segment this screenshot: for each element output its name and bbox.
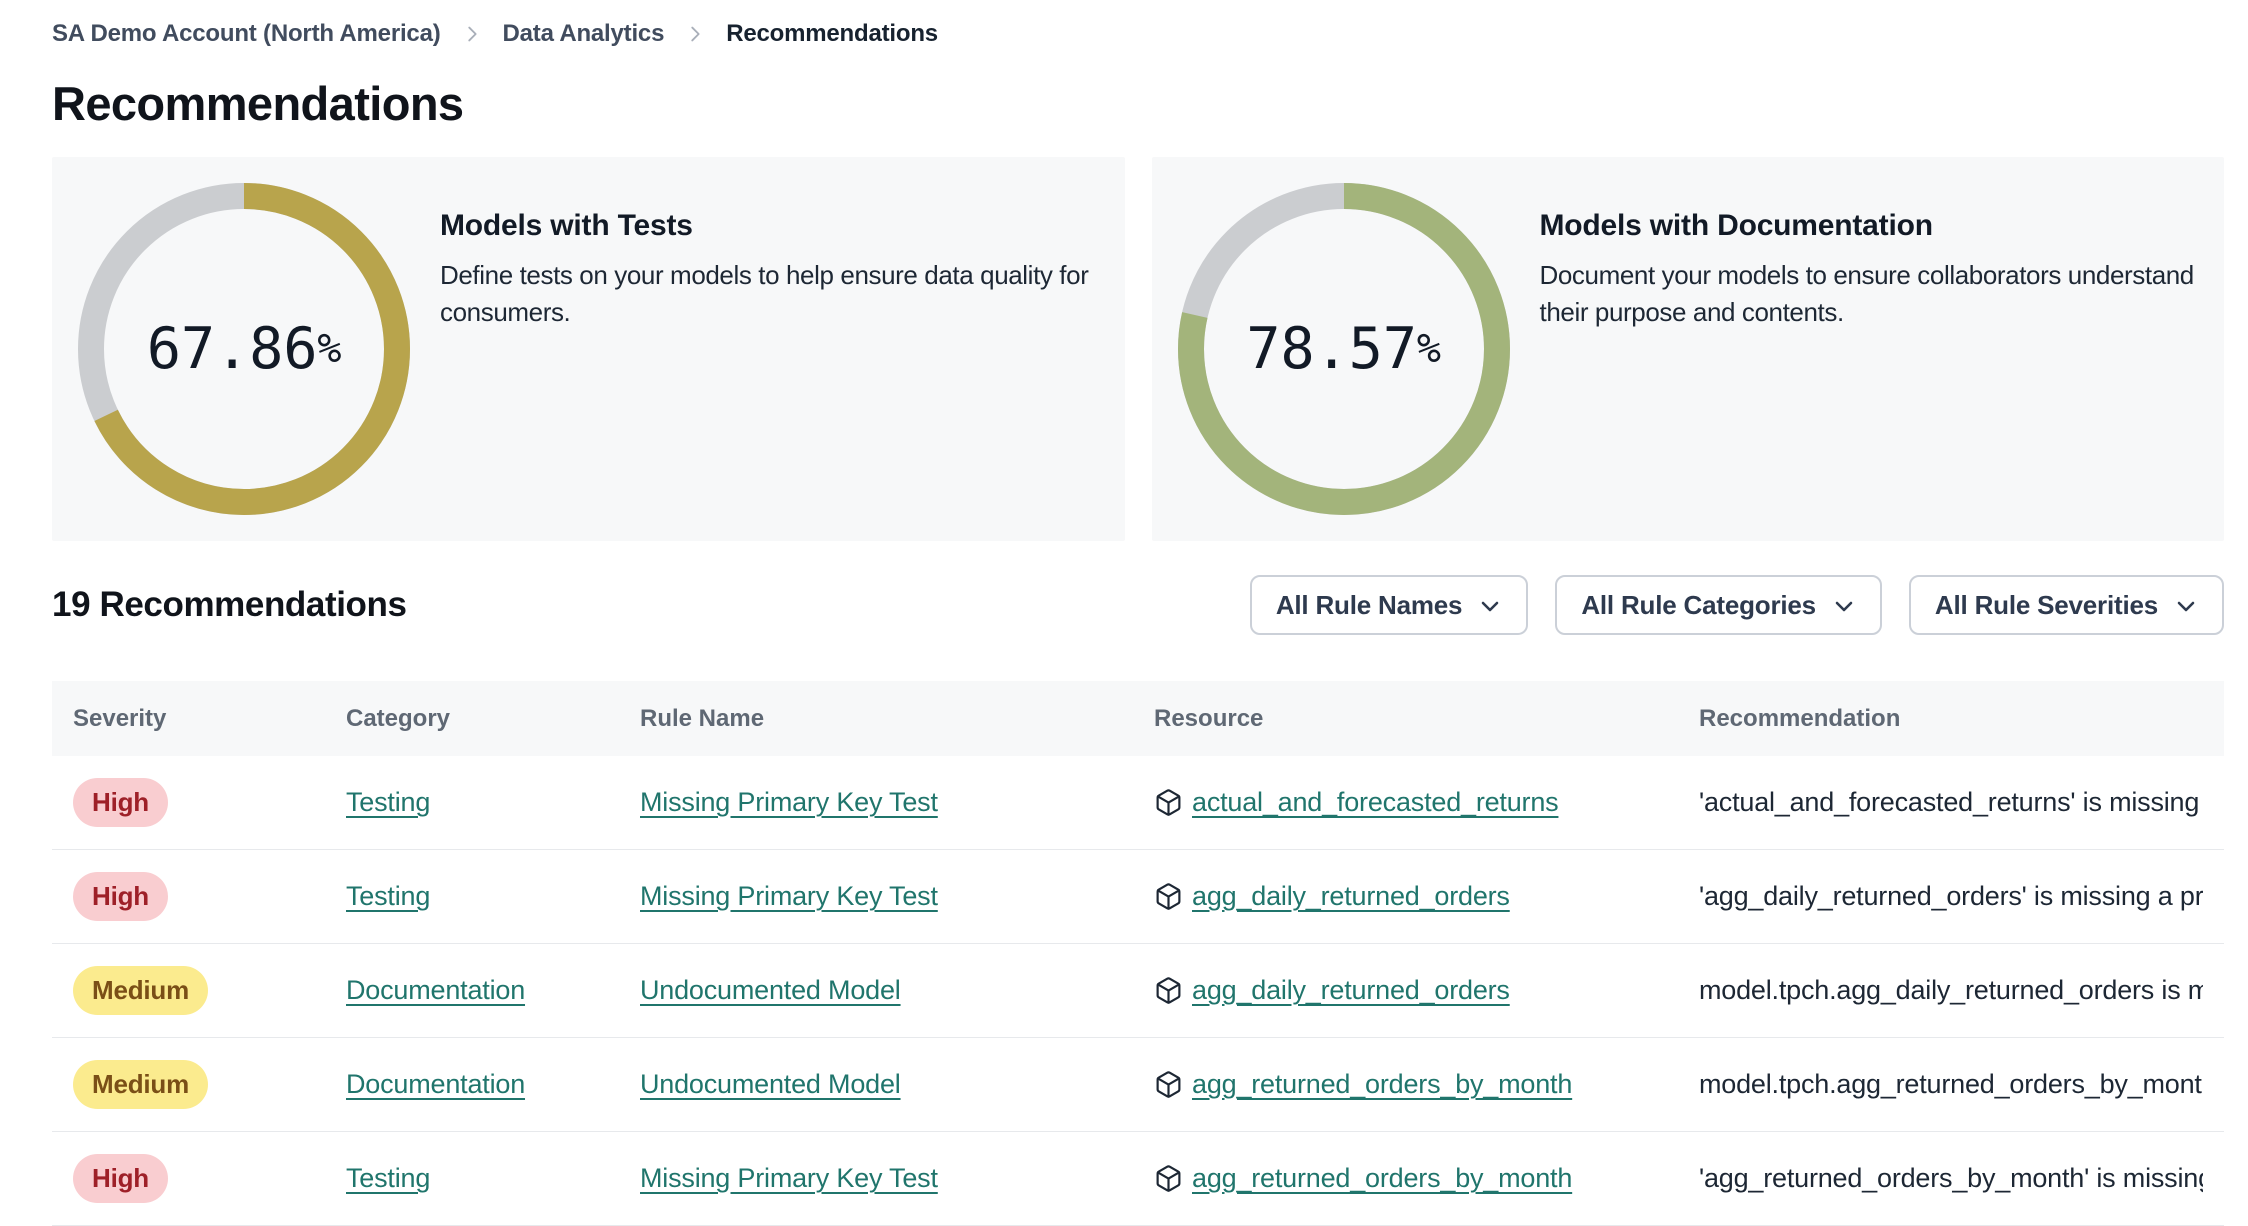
breadcrumb-account[interactable]: SA Demo Account (North America) bbox=[52, 20, 441, 47]
filter-dropdown-button[interactable]: All Rule Categories bbox=[1555, 575, 1882, 635]
severity-badge: High bbox=[73, 778, 168, 827]
breadcrumb-project[interactable]: Data Analytics bbox=[502, 20, 665, 47]
card-title: Models with Tests bbox=[440, 209, 693, 242]
resource-link[interactable]: agg_daily_returned_orders bbox=[1192, 881, 1510, 911]
table-row: Medium Documentation Undocumented Model … bbox=[52, 944, 2224, 1038]
stat-cards: 67.86% Models with Tests Define tests on… bbox=[52, 157, 2224, 541]
recommendations-count-title: 19 Recommendations bbox=[52, 585, 407, 624]
list-header: 19 Recommendations All Rule Names All Ru… bbox=[52, 575, 2224, 635]
documentation-percentage: 78.57% bbox=[1246, 315, 1441, 382]
card-description: Document your models to ensure collabora… bbox=[1539, 260, 2195, 327]
filter-bar: All Rule Names All Rule Categories All R… bbox=[1249, 575, 2224, 635]
filter-dropdown-button[interactable]: All Rule Names bbox=[1249, 575, 1529, 635]
category-link[interactable]: Documentation bbox=[346, 1069, 526, 1099]
category-link[interactable]: Documentation bbox=[346, 975, 526, 1005]
page-container: SA Demo Account (North America) Data Ana… bbox=[52, 0, 2224, 1226]
breadcrumb-current-page: Recommendations bbox=[726, 20, 938, 47]
chevron-right-icon bbox=[461, 23, 483, 45]
models-with-documentation-card: 78.57% Models with Documentation Documen… bbox=[1151, 157, 2224, 541]
models-with-tests-card: 67.86% Models with Tests Define tests on… bbox=[52, 157, 1125, 541]
rule-name-link[interactable]: Missing Primary Key Test bbox=[640, 881, 938, 911]
card-description: Define tests on your models to help ensu… bbox=[440, 260, 1089, 327]
chevron-right-icon bbox=[684, 23, 706, 45]
column-header-rule-name: Rule Name bbox=[640, 704, 765, 732]
rule-name-link[interactable]: Undocumented Model bbox=[640, 975, 901, 1005]
tests-percentage: 67.86% bbox=[146, 315, 342, 382]
model-cube-icon bbox=[1154, 1070, 1183, 1099]
chevron-down-icon bbox=[2174, 594, 2198, 618]
rule-name-link[interactable]: Missing Primary Key Test bbox=[640, 787, 938, 817]
tests-donut-chart: 67.86% bbox=[78, 183, 410, 515]
recommendation-text: 'agg_daily_returned_orders' is missing a… bbox=[1699, 881, 2203, 911]
resource-link[interactable]: agg_returned_orders_by_month bbox=[1192, 1163, 1573, 1193]
table-row: Medium Documentation Undocumented Model … bbox=[52, 1038, 2224, 1132]
severity-badge: Medium bbox=[73, 1060, 209, 1109]
resource-link[interactable]: actual_and_forecasted_returns bbox=[1192, 787, 1559, 817]
severity-badge: High bbox=[73, 872, 168, 921]
resource-link[interactable]: agg_daily_returned_orders bbox=[1192, 975, 1510, 1005]
model-cube-icon bbox=[1154, 1164, 1183, 1193]
table-body: High Testing Missing Primary Key Test ac… bbox=[52, 756, 2224, 1226]
filter-dropdown-button[interactable]: All Rule Severities bbox=[1908, 575, 2224, 635]
model-cube-icon bbox=[1154, 788, 1183, 817]
model-cube-icon bbox=[1154, 882, 1183, 911]
recommendation-text: 'actual_and_forecasted_returns' is missi… bbox=[1699, 787, 2203, 817]
table-row: High Testing Missing Primary Key Test ag… bbox=[52, 1132, 2224, 1226]
recommendation-text: model.tpch.agg_daily_returned_orders is … bbox=[1699, 975, 2203, 1005]
category-link[interactable]: Testing bbox=[346, 787, 431, 817]
column-header-category: Category bbox=[346, 704, 451, 732]
model-cube-icon bbox=[1154, 976, 1183, 1005]
table-row: High Testing Missing Primary Key Test ag… bbox=[52, 850, 2224, 944]
chevron-down-icon bbox=[1478, 594, 1502, 618]
severity-badge: High bbox=[73, 1154, 168, 1203]
table-header-row: Severity Category Rule Name Resource Rec… bbox=[52, 681, 2224, 756]
column-header-recommendation: Recommendation bbox=[1699, 704, 1901, 732]
column-header-severity: Severity bbox=[73, 704, 167, 732]
page-title: Recommendations bbox=[52, 77, 464, 130]
table-row: High Testing Missing Primary Key Test ac… bbox=[52, 756, 2224, 850]
category-link[interactable]: Testing bbox=[346, 1163, 431, 1193]
column-header-resource: Resource bbox=[1154, 704, 1264, 732]
recommendations-table: Severity Category Rule Name Resource Rec… bbox=[52, 681, 2224, 1226]
chevron-down-icon bbox=[1832, 594, 1856, 618]
resource-link[interactable]: agg_returned_orders_by_month bbox=[1192, 1069, 1573, 1099]
card-title: Models with Documentation bbox=[1539, 209, 1934, 242]
recommendation-text: 'agg_returned_orders_by_month' is missin… bbox=[1699, 1163, 2203, 1193]
rule-name-link[interactable]: Missing Primary Key Test bbox=[640, 1163, 938, 1193]
severity-badge: Medium bbox=[73, 966, 209, 1015]
rule-name-link[interactable]: Undocumented Model bbox=[640, 1069, 901, 1099]
recommendation-text: model.tpch.agg_returned_orders_by_month … bbox=[1699, 1069, 2203, 1099]
documentation-donut-chart: 78.57% bbox=[1177, 183, 1510, 515]
category-link[interactable]: Testing bbox=[346, 881, 431, 911]
breadcrumb: SA Demo Account (North America) Data Ana… bbox=[52, 0, 2224, 48]
